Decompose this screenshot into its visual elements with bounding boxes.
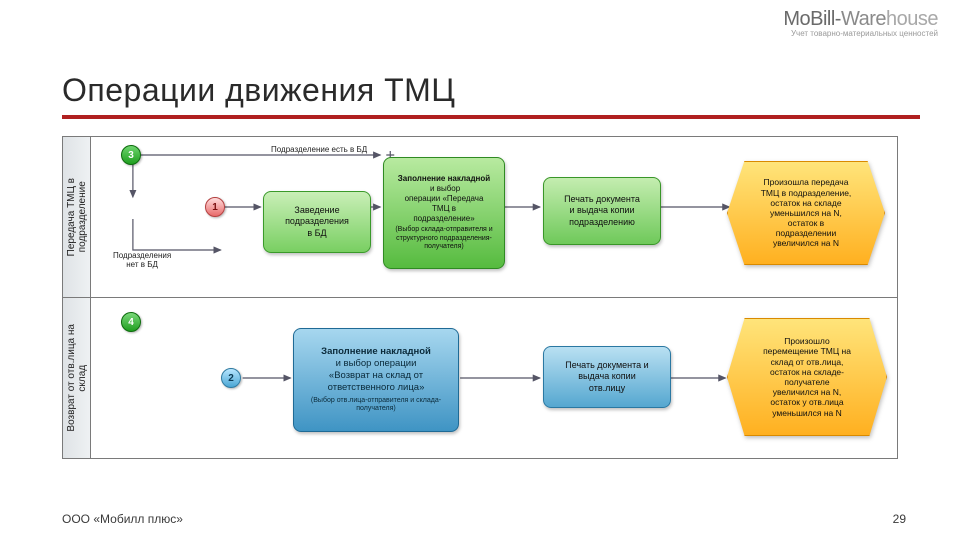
node-fill-return-invoice: Заполнение накладной и выбор операции «В… [293, 328, 459, 432]
hex-result-return: Произошло перемещение ТМЦ на склад от от… [727, 318, 887, 436]
label-in-db: Подразделение есть в БД [271, 145, 367, 154]
start-circle-3: 3 [121, 145, 141, 165]
node-fill-invoice: Заполнение накладной и выбор операции «П… [383, 157, 505, 269]
start-circle-2: 2 [221, 368, 241, 388]
title-underline [62, 115, 920, 119]
label-not-in-db: Подразделения нет в БД [113, 251, 171, 269]
node-create-dept: Заведение подразделения в БД [263, 191, 371, 253]
brand-part-3: house [886, 8, 938, 30]
lane-transfer-body: 3 1 Подразделение есть в БД Подразделени… [91, 137, 897, 297]
title-area: Операции движения ТМЦ [62, 72, 920, 119]
start-circle-4: 4 [121, 312, 141, 332]
brand-logo: MoBill-Warehouse [783, 8, 938, 31]
brand-part-2: Ware [841, 8, 886, 30]
lane-return-label: Возврат от отв.лица на склад [63, 298, 91, 458]
page-title: Операции движения ТМЦ [62, 72, 920, 109]
brand-tagline: Учет товарно-материальных ценностей [783, 29, 938, 38]
node-print-return-doc: Печать документа и выдача копии отв.лицу [543, 346, 671, 408]
header: MoBill-Warehouse Учет товарно-материальн… [783, 8, 938, 38]
lane-transfer: Передача ТМЦ в подразделение 3 1 Подразд… [62, 136, 898, 298]
flowchart: Передача ТМЦ в подразделение 3 1 Подразд… [62, 136, 898, 459]
brand-part-1: MoBill- [783, 8, 841, 30]
lane-return-body: 4 2 Заполнение накладной и выбор операци… [91, 298, 897, 458]
start-circle-1: 1 [205, 197, 225, 217]
hex-result-transfer: Произошла передача ТМЦ в подразделение, … [727, 161, 885, 265]
node-print-doc: Печать документа и выдача копии подразде… [543, 177, 661, 245]
footer-company: ООО «Мобилл плюс» [62, 512, 183, 526]
lane-transfer-label: Передача ТМЦ в подразделение [63, 137, 91, 297]
page-number: 29 [893, 512, 906, 526]
lane-return: Возврат от отв.лица на склад 4 2 Заполне… [62, 298, 898, 459]
